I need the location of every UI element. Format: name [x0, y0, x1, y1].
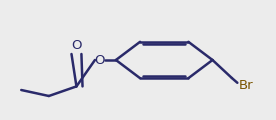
Text: O: O — [95, 54, 105, 66]
Text: Br: Br — [239, 79, 253, 92]
Text: O: O — [71, 39, 82, 52]
